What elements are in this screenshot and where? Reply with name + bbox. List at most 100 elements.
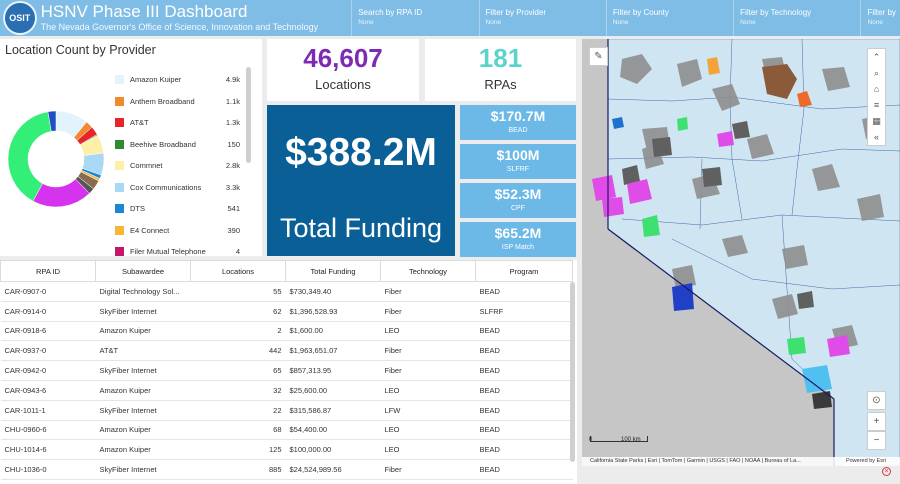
powered-by-esri[interactable]: Powered by Esri bbox=[842, 457, 886, 466]
table-row[interactable]: CAR-1011-1 SkyFiber Internet 22 $315,586.87… bbox=[0, 400, 573, 421]
column-header-total-funding[interactable]: Total Funding bbox=[285, 260, 381, 282]
dashboard-subtitle: The Nevada Governor's Office of Science,… bbox=[40, 22, 319, 32]
funding-value: $52.3M bbox=[494, 186, 542, 202]
table-cell: $730,349.40 bbox=[285, 281, 381, 302]
expand-icon[interactable]: « bbox=[873, 132, 879, 142]
legend-item-cox-communications[interactable]: Cox Communications 3.3k bbox=[115, 177, 240, 199]
table-cell: CAR-0914-0 bbox=[0, 301, 96, 322]
search-icon[interactable]: ⌕ bbox=[873, 67, 880, 78]
table-cell: 2 bbox=[190, 321, 286, 342]
column-header-program[interactable]: Program bbox=[475, 260, 573, 282]
filter-value: None bbox=[867, 19, 884, 26]
map-attribution: California State Parks | Esri | TomTom |… bbox=[582, 457, 900, 466]
county-filter[interactable]: Filter by County None bbox=[605, 0, 733, 36]
table-cell: CAR-0918-6 bbox=[0, 321, 96, 342]
provider-donut-chart[interactable] bbox=[4, 101, 114, 221]
table-cell: CAR-0942-0 bbox=[0, 360, 96, 381]
legend-item-dts[interactable]: DTS 541 bbox=[115, 198, 240, 220]
table-cell: CHU-0960-6 bbox=[0, 420, 96, 441]
map-view[interactable]: ✎ ⌃ ⌕ ⌂ ≡ ▦ « ⊙ + − bbox=[582, 39, 900, 466]
legend-swatch bbox=[115, 96, 124, 106]
legend-item-beehive-broadband[interactable]: Beehive Broadband 150 bbox=[115, 134, 240, 156]
zoom-out-icon[interactable]: − bbox=[867, 431, 886, 450]
table-cell: $54,400.00 bbox=[285, 420, 381, 441]
collapse-icon[interactable]: ⌃ bbox=[872, 51, 881, 62]
legend-item-amazon-kuiper[interactable]: Amazon Kuiper 4.9k bbox=[115, 69, 240, 91]
table-cell: $1,600.00 bbox=[285, 321, 381, 342]
rpas-card: 181 RPAs bbox=[425, 39, 576, 101]
table-row[interactable]: CHU-1014-6 Amazon Kuiper 125 $100,000.00 LEO… bbox=[0, 439, 573, 461]
more-filter[interactable]: Filter by None bbox=[860, 0, 900, 36]
table-cell: 32 bbox=[190, 380, 286, 401]
table-cell: BEAD bbox=[475, 340, 573, 362]
table-cell: LEO bbox=[380, 439, 476, 461]
legend-swatch bbox=[115, 204, 124, 214]
donut-slice[interactable] bbox=[7, 111, 52, 202]
table-row[interactable]: CAR-0918-6 Amazon Kuiper 2 $1,600.00 LEO BEAD bbox=[0, 321, 573, 342]
filter-value: None bbox=[358, 19, 374, 26]
technology-filter[interactable]: Filter by Technology None bbox=[733, 0, 860, 36]
table-cell: BEAD bbox=[475, 439, 573, 461]
table-row[interactable]: CAR-0914-0 SkyFiber Internet 62 $1,396,528.… bbox=[0, 301, 573, 322]
legend-item-filer-mutual-telephone[interactable]: Filer Mutual Telephone 4 bbox=[115, 241, 240, 263]
funding-label: BEAD bbox=[508, 127, 528, 134]
column-header-locations[interactable]: Locations bbox=[190, 260, 286, 282]
map-canvas[interactable] bbox=[582, 39, 900, 466]
table-cell: $1,396,528.93 bbox=[285, 301, 381, 322]
measure-tool-icon[interactable]: ✎ bbox=[589, 47, 608, 66]
table-cell: Fiber bbox=[380, 281, 476, 302]
table-cell: Amazon Kuiper bbox=[95, 420, 191, 441]
legend-value: 4.9k bbox=[225, 75, 240, 85]
legend-value: 150 bbox=[227, 139, 240, 149]
basemap-gallery-icon[interactable]: ▦ bbox=[872, 115, 881, 126]
home-icon[interactable]: ⌂ bbox=[873, 84, 880, 94]
legend-scrollbar[interactable] bbox=[246, 67, 251, 163]
close-icon[interactable]: × bbox=[882, 467, 891, 476]
table-cell: 65 bbox=[190, 360, 286, 381]
table-row[interactable]: CAR-0907-0 Digital Technology Sol... 55 $73… bbox=[0, 281, 573, 302]
table-cell: Fiber bbox=[380, 340, 476, 362]
dashboard-title: HSNV Phase III Dashboard bbox=[40, 2, 248, 21]
total-funding-label: Total Funding bbox=[279, 213, 443, 243]
scale-zero-label: 0 bbox=[589, 437, 593, 443]
table-scrollbar[interactable] bbox=[570, 282, 575, 462]
attribution-text: California State Parks | Esri | TomTom |… bbox=[590, 458, 801, 464]
table-cell: BEAD bbox=[475, 321, 573, 342]
legend-item-att[interactable]: AT&T 1.3k bbox=[115, 112, 240, 134]
table-row[interactable]: CAR-0942-0 SkyFiber Internet 65 $857,313.95… bbox=[0, 360, 573, 381]
locations-label: Locations bbox=[315, 77, 371, 92]
column-header-rpa-id[interactable]: RPA ID bbox=[0, 260, 96, 282]
donut-slice[interactable] bbox=[47, 110, 57, 132]
isp-match-funding-card: $65.2M ISP Match bbox=[460, 222, 576, 257]
column-header-technology[interactable]: Technology bbox=[380, 260, 476, 282]
table-cell: LEO bbox=[380, 321, 476, 342]
table-cell: 55 bbox=[190, 281, 286, 302]
table-cell: 62 bbox=[190, 301, 286, 322]
slfrf-funding-card: $100M SLFRF bbox=[460, 144, 576, 179]
funding-label: SLFRF bbox=[506, 166, 530, 173]
table-row[interactable]: CAR-0937-0 AT&T 442 $1,963,651.07 Fiber BEAD bbox=[0, 340, 573, 362]
legend-swatch bbox=[115, 75, 124, 85]
legend-value: 2.8k bbox=[225, 161, 240, 171]
legend-swatch bbox=[115, 161, 124, 171]
layers-icon[interactable]: ≡ bbox=[873, 100, 880, 110]
table-cell: CAR-0937-0 bbox=[0, 340, 96, 362]
total-funding-card: $388.2M Total Funding bbox=[267, 105, 455, 256]
column-header-subawardee[interactable]: Subawardee bbox=[95, 260, 191, 282]
rpa-id-search[interactable]: Search by RPA ID None bbox=[351, 0, 478, 36]
provider-filter[interactable]: Filter by Provider None bbox=[478, 0, 606, 36]
locate-icon[interactable]: ⊙ bbox=[867, 391, 886, 410]
legend-swatch bbox=[115, 139, 124, 149]
table-row[interactable]: CAR-0943-6 Amazon Kuiper 32 $25,600.00 LEO BE… bbox=[0, 380, 573, 401]
table-row[interactable]: CHU-1036-0 SkyFiber Internet 885 $24,524,98… bbox=[0, 459, 573, 480]
table-cell: 68 bbox=[190, 420, 286, 441]
table-row[interactable]: CHU-0960-6 Amazon Kuiper 68 $54,400.00 LEO BE… bbox=[0, 420, 573, 441]
legend-label: Beehive Broadband bbox=[130, 139, 196, 149]
legend-item-e4-connect[interactable]: E4 Connect 390 bbox=[115, 220, 240, 242]
table-cell: Fiber bbox=[380, 301, 476, 322]
table-cell: $24,524,989.56 bbox=[285, 459, 381, 480]
legend-item-commnet[interactable]: Commnet 2.8k bbox=[115, 155, 240, 177]
cpf-funding-card: $52.3M CPF bbox=[460, 183, 576, 218]
legend-item-anthem-broadband[interactable]: Anthem Broadband 1.1k bbox=[115, 91, 240, 113]
zoom-in-icon[interactable]: + bbox=[867, 412, 886, 431]
